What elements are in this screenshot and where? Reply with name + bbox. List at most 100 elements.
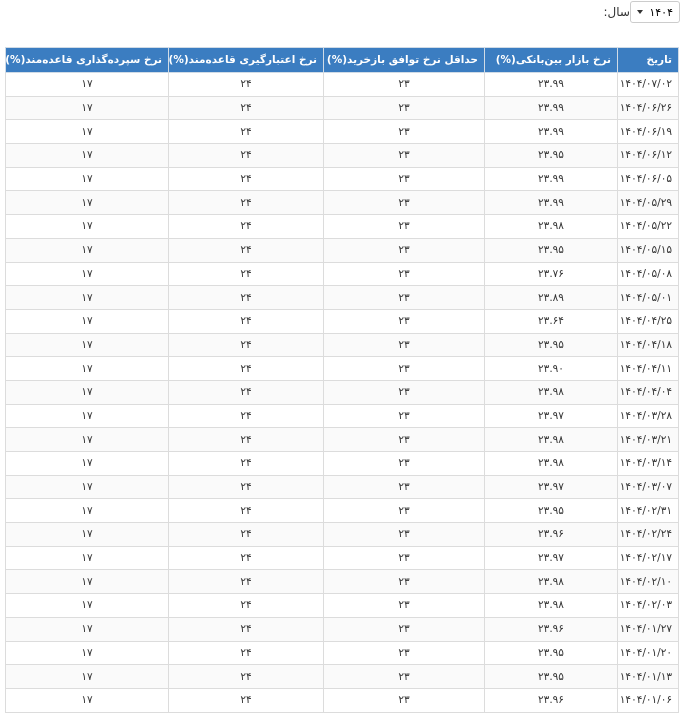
- table-cell: ۲۳: [323, 451, 485, 476]
- table-cell: ۲۳.۹۷: [484, 474, 618, 500]
- table-cell: ۱۷: [5, 356, 169, 381]
- table-cell: ۲۳: [323, 664, 485, 689]
- table-cell: ۲۳: [323, 308, 485, 334]
- table-cell: ۲۴: [168, 332, 324, 358]
- table-row: ۱۴۰۴/۰۳/۲۱ ۲۳.۹۸ ۲۳ ۲۴ ۱۷: [5, 427, 679, 452]
- table-cell: ۱۴۰۴/۰۴/۰۴: [617, 379, 679, 405]
- table-row: ۱۴۰۴/۰۶/۱۲ ۲۳.۹۵ ۲۳ ۲۴ ۱۷: [5, 143, 679, 168]
- table-cell: ۲۴: [168, 451, 324, 476]
- table-cell: ۱۴۰۴/۰۵/۰۸: [617, 261, 679, 287]
- table-cell: ۱۴۰۴/۰۶/۱۲: [617, 143, 679, 168]
- table-cell: ۲۴: [168, 190, 324, 216]
- table-cell: ۱۴۰۴/۰۵/۲۹: [617, 190, 679, 216]
- table-cell: ۱۴۰۴/۰۲/۳۱: [617, 498, 679, 524]
- year-select[interactable]: ۱۴۰۴: [630, 1, 680, 23]
- table-cell: ۲۳: [323, 616, 485, 642]
- table-row: ۱۴۰۴/۰۱/۲۷ ۲۳.۹۶ ۲۳ ۲۴ ۱۷: [5, 616, 679, 642]
- table-cell: ۱۴۰۴/۰۷/۰۲: [617, 72, 679, 97]
- table-cell: ۲۴: [168, 308, 324, 334]
- table-row: ۱۴۰۴/۰۱/۰۶ ۲۳.۹۶ ۲۳ ۲۴ ۱۷: [5, 687, 679, 713]
- table-cell: ۲۴: [168, 143, 324, 168]
- table-cell: ۲۳.۹۵: [484, 332, 618, 358]
- table-cell: ۲۴: [168, 593, 324, 618]
- header-row: تاریخ نرخ بازار بین‌بانکی(%) حداقل نرخ توا…: [5, 47, 679, 73]
- table-cell: ۱۴۰۴/۰۳/۲۸: [617, 403, 679, 429]
- table-cell: ۲۳.۹۸: [484, 427, 618, 452]
- rates-table: تاریخ نرخ بازار بین‌بانکی(%) حداقل نرخ توا…: [5, 47, 679, 713]
- table-row: ۱۴۰۴/۰۵/۱۵ ۲۳.۹۵ ۲۳ ۲۴ ۱۷: [5, 237, 679, 263]
- table-cell: ۱۴۰۴/۰۵/۰۱: [617, 285, 679, 310]
- table-cell: ۲۴: [168, 237, 324, 263]
- table-cell: ۱۴۰۴/۰۲/۱۷: [617, 545, 679, 571]
- table-cell: ۱۴۰۴/۰۴/۱۱: [617, 356, 679, 381]
- table-cell: ۲۳.۹۵: [484, 143, 618, 168]
- table-cell: ۲۴: [168, 664, 324, 689]
- table-cell: ۱۷: [5, 190, 169, 216]
- table-cell: ۱۴۰۴/۰۲/۲۴: [617, 522, 679, 547]
- table-cell: ۱۷: [5, 522, 169, 547]
- table-cell: ۲۳: [323, 687, 485, 713]
- table-row: ۱۴۰۴/۰۴/۰۴ ۲۳.۹۸ ۲۳ ۲۴ ۱۷: [5, 379, 679, 405]
- table-row: ۱۴۰۴/۰۲/۱۷ ۲۳.۹۷ ۲۳ ۲۴ ۱۷: [5, 545, 679, 571]
- table-cell: ۱۷: [5, 640, 169, 666]
- table-cell: ۱۷: [5, 332, 169, 358]
- table-cell: ۲۳: [323, 285, 485, 310]
- table-row: ۱۴۰۴/۰۲/۱۰ ۲۳.۹۸ ۲۳ ۲۴ ۱۷: [5, 569, 679, 595]
- table-cell: ۲۳: [323, 166, 485, 192]
- table-cell: ۱۴۰۴/۰۵/۲۲: [617, 214, 679, 239]
- table-cell: ۲۳.۹۶: [484, 616, 618, 642]
- table-cell: ۱۷: [5, 545, 169, 571]
- table-row: ۱۴۰۴/۰۵/۲۲ ۲۳.۹۸ ۲۳ ۲۴ ۱۷: [5, 214, 679, 239]
- table-row: ۱۴۰۴/۰۴/۱۱ ۲۳.۹۰ ۲۳ ۲۴ ۱۷: [5, 356, 679, 381]
- table-cell: ۲۳: [323, 593, 485, 618]
- table-cell: ۱۷: [5, 285, 169, 310]
- table-cell: ۲۳.۹۹: [484, 119, 618, 145]
- table-cell: ۲۳.۶۴: [484, 308, 618, 334]
- table-cell: ۱۷: [5, 237, 169, 263]
- table-row: ۱۴۰۴/۰۲/۳۱ ۲۳.۹۵ ۲۳ ۲۴ ۱۷: [5, 498, 679, 524]
- table-cell: ۲۳.۹۹: [484, 72, 618, 97]
- table-row: ۱۴۰۴/۰۶/۰۵ ۲۳.۹۹ ۲۳ ۲۴ ۱۷: [5, 166, 679, 192]
- table-cell: ۲۳.۹۵: [484, 640, 618, 666]
- table-cell: ۱۷: [5, 143, 169, 168]
- table-cell: ۲۳: [323, 214, 485, 239]
- table-cell: ۱۴۰۴/۰۶/۱۹: [617, 119, 679, 145]
- table-cell: ۲۳: [323, 332, 485, 358]
- table-cell: ۱۴۰۴/۰۳/۲۱: [617, 427, 679, 452]
- table-cell: ۲۳: [323, 427, 485, 452]
- table-cell: ۲۳.۹۷: [484, 403, 618, 429]
- table-cell: ۲۳.۹۶: [484, 522, 618, 547]
- table-cell: ۲۳: [323, 498, 485, 524]
- table-cell: ۲۳.۹۹: [484, 190, 618, 216]
- table-cell: ۱۴۰۴/۰۶/۲۶: [617, 95, 679, 121]
- table-cell: ۱۴۰۴/۰۴/۲۵: [617, 308, 679, 334]
- table-row: ۱۴۰۴/۰۱/۲۰ ۲۳.۹۵ ۲۳ ۲۴ ۱۷: [5, 640, 679, 666]
- table-cell: ۱۷: [5, 498, 169, 524]
- table-cell: ۲۳: [323, 403, 485, 429]
- column-header: تاریخ: [617, 47, 679, 73]
- table-cell: ۱۷: [5, 261, 169, 287]
- table-cell: ۲۴: [168, 616, 324, 642]
- table-cell: ۲۳: [323, 261, 485, 287]
- table-cell: ۲۴: [168, 119, 324, 145]
- table-cell: ۲۴: [168, 379, 324, 405]
- table-row: ۱۴۰۴/۰۵/۰۸ ۲۳.۷۶ ۲۳ ۲۴ ۱۷: [5, 261, 679, 287]
- table-cell: ۲۳.۹۶: [484, 687, 618, 713]
- table-row: ۱۴۰۴/۰۳/۱۴ ۲۳.۹۸ ۲۳ ۲۴ ۱۷: [5, 451, 679, 476]
- table-row: ۱۴۰۴/۰۴/۲۵ ۲۳.۶۴ ۲۳ ۲۴ ۱۷: [5, 308, 679, 334]
- table-cell: ۲۳.۹۸: [484, 569, 618, 595]
- table-cell: ۲۴: [168, 687, 324, 713]
- table-row: ۱۴۰۴/۰۵/۰۱ ۲۳.۸۹ ۲۳ ۲۴ ۱۷: [5, 285, 679, 310]
- table-cell: ۱۴۰۴/۰۲/۱۰: [617, 569, 679, 595]
- table-cell: ۲۳.۹۸: [484, 379, 618, 405]
- table-cell: ۲۴: [168, 166, 324, 192]
- table-cell: ۲۴: [168, 356, 324, 381]
- table-row: ۱۴۰۴/۰۵/۲۹ ۲۳.۹۹ ۲۳ ۲۴ ۱۷: [5, 190, 679, 216]
- table-row: ۱۴۰۴/۰۴/۱۸ ۲۳.۹۵ ۲۳ ۲۴ ۱۷: [5, 332, 679, 358]
- table-cell: ۱۴۰۴/۰۳/۱۴: [617, 451, 679, 476]
- table-cell: ۲۴: [168, 569, 324, 595]
- table-cell: ۱۴۰۴/۰۵/۱۵: [617, 237, 679, 263]
- table-cell: ۲۳: [323, 569, 485, 595]
